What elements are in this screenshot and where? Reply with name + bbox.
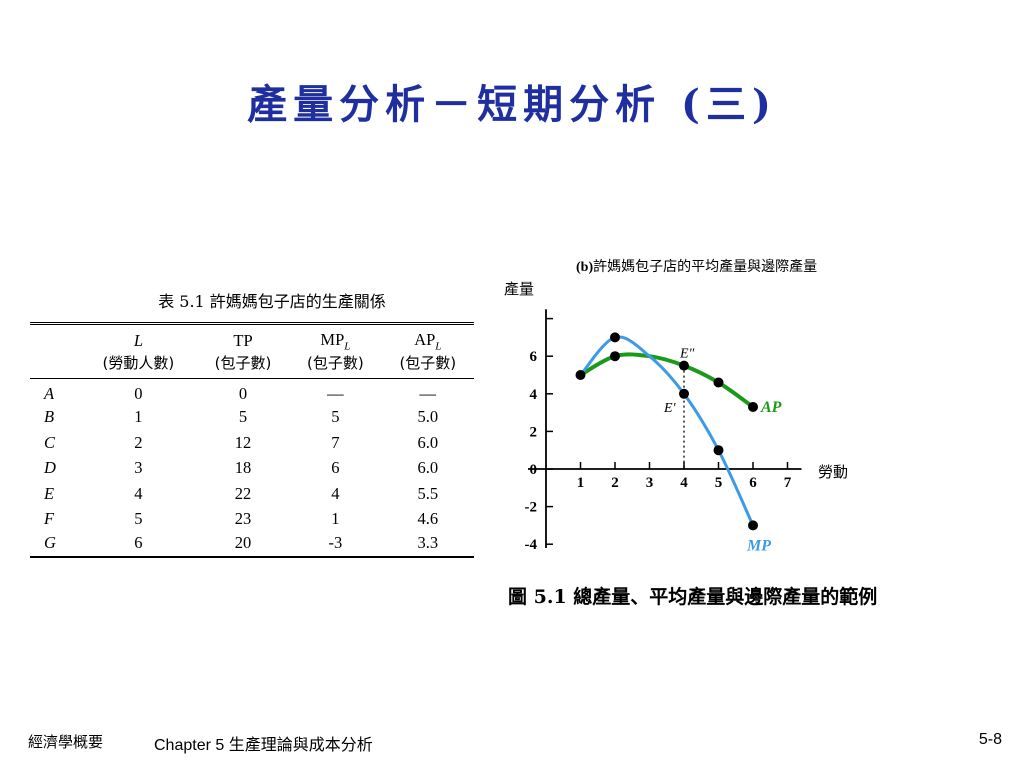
ap-data-point bbox=[575, 370, 586, 380]
table-cell: 3 bbox=[134, 458, 143, 478]
table-cell: 23 bbox=[234, 509, 252, 529]
y-axis-title: 產量 bbox=[504, 280, 535, 298]
table-cell: 6.0 bbox=[417, 432, 439, 452]
table-row: D 3 18 6 6.0 bbox=[30, 455, 474, 481]
row-label: A bbox=[44, 383, 55, 403]
x-axis-title: 勞動 bbox=[818, 463, 849, 481]
table-row: F 5 23 1 4.6 bbox=[30, 506, 474, 532]
footer-course: 經濟學概要 bbox=[28, 733, 104, 751]
chart-title: (b)許媽媽包子店的平均產量與邊際產量 bbox=[576, 259, 818, 275]
table-cell: 6 bbox=[80, 531, 197, 559]
table-cell: 2 bbox=[134, 432, 143, 452]
table-cell: 4.6 bbox=[417, 509, 439, 529]
y-tick-label: 2 bbox=[530, 424, 538, 440]
table-row: A 0 0 — — bbox=[30, 379, 474, 405]
production-table-panel: 表 5.1 許媽媽包子店的生產關係 L TP MPL APL (勞動人數) (包… bbox=[30, 288, 474, 559]
table-cell: 5.0 bbox=[417, 407, 439, 427]
table-cell: — bbox=[419, 383, 437, 403]
production-table: L TP MPL APL (勞動人數) (包子數) (包子數) (包子數) A 0… bbox=[30, 322, 474, 559]
row-label: C bbox=[44, 432, 56, 452]
x-tick-label: 7 bbox=[784, 475, 792, 491]
table-cell: 5 bbox=[238, 407, 248, 427]
chart-plot-area: 6 4 2 0 -2 -4 1 2 3 4 5 6 7 AP MP E″ E′ bbox=[525, 309, 802, 554]
row-label: E bbox=[44, 483, 55, 503]
y-tick-label: 6 bbox=[530, 349, 538, 365]
table-cell: 1 bbox=[134, 407, 143, 427]
row-label: D bbox=[44, 458, 56, 478]
header-ap-unit: (包子數) bbox=[381, 352, 474, 380]
footer-chapter: Chapter 5 生產理論與成本分析 bbox=[154, 737, 373, 754]
table-cell: 18 bbox=[234, 458, 252, 478]
header-tp-unit: (包子數) bbox=[196, 352, 290, 380]
header-mp-unit: (包子數) bbox=[289, 352, 382, 380]
mp-data-point bbox=[610, 332, 620, 343]
table-cell: -3 bbox=[289, 531, 382, 559]
table-cell: 0 bbox=[238, 383, 248, 403]
table-cell: 6 bbox=[331, 458, 340, 478]
x-tick-label: 4 bbox=[680, 475, 688, 491]
table-cell: 4 bbox=[331, 483, 340, 503]
table-cell: 7 bbox=[331, 432, 340, 452]
x-tick-label: 2 bbox=[611, 475, 619, 491]
table-row: B 1 5 5 5.0 bbox=[30, 404, 474, 430]
y-tick-label: 0 bbox=[530, 462, 538, 478]
figure-caption: 圖 5.1 總產量、平均產量與邊際產量的範例 bbox=[508, 586, 878, 608]
footer-page-number: 5-8 bbox=[978, 731, 1002, 748]
header-l-unit: (勞動人數) bbox=[80, 352, 197, 380]
x-tick-label: 6 bbox=[749, 475, 757, 491]
header-mp: MPL bbox=[320, 330, 351, 353]
y-tick-label: -2 bbox=[525, 500, 538, 516]
ap-data-point bbox=[748, 401, 758, 412]
table-cell: 3.3 bbox=[381, 531, 474, 559]
ap-mp-chart: (b)許媽媽包子店的平均產量與邊際產量 產量 勞動 6 4 2 0 -2 -4 1 2 3 4 5 6… bbox=[498, 250, 1008, 570]
header-l: L bbox=[133, 331, 143, 351]
x-tick-label: 3 bbox=[646, 475, 654, 491]
ap-series-line bbox=[579, 352, 755, 409]
x-tick-label: 1 bbox=[577, 475, 585, 491]
header-tp: TP bbox=[233, 331, 253, 351]
table-cell: 12 bbox=[234, 432, 252, 452]
table-cell: 1 bbox=[331, 509, 340, 529]
table-cell: 0 bbox=[134, 383, 143, 403]
table-cell: — bbox=[327, 383, 344, 403]
table-caption: 表 5.1 許媽媽包子店的生產關係 bbox=[158, 292, 386, 311]
table-cell: 5.5 bbox=[417, 483, 439, 503]
table-row: G 6 20 -3 3.3 bbox=[30, 531, 474, 559]
mp-series-line bbox=[579, 335, 755, 527]
table-cell: 4 bbox=[134, 483, 143, 503]
ap-data-point bbox=[713, 377, 724, 388]
y-tick-label: 4 bbox=[530, 387, 538, 403]
table-cell: 5 bbox=[134, 509, 143, 529]
table-cell: 22 bbox=[234, 483, 252, 503]
mp-series-label: MP bbox=[746, 537, 771, 554]
table-row: E 4 22 4 5.5 bbox=[30, 481, 474, 507]
row-label: B bbox=[44, 407, 55, 427]
header-ap: APL bbox=[414, 330, 442, 353]
ap-data-point bbox=[610, 351, 620, 362]
x-tick-label: 5 bbox=[715, 475, 723, 491]
mp-data-point bbox=[713, 445, 724, 456]
page-title: 產量分析－短期分析 (三) bbox=[247, 81, 777, 128]
table-cell: 5 bbox=[331, 407, 340, 427]
ap-series-label: AP bbox=[760, 399, 782, 416]
y-tick-label: -4 bbox=[525, 537, 538, 553]
mp-data-point bbox=[679, 388, 689, 399]
table-row: C 2 12 7 6.0 bbox=[30, 430, 474, 456]
row-label: G bbox=[30, 531, 80, 559]
table-cell: 6.0 bbox=[417, 458, 439, 478]
mp-data-point bbox=[748, 520, 758, 531]
annotation-e-double-prime: E″ bbox=[679, 347, 695, 362]
table-cell: 20 bbox=[196, 531, 290, 559]
annotation-e-prime: E′ bbox=[663, 401, 677, 416]
ap-data-point bbox=[679, 360, 689, 371]
row-label: F bbox=[44, 509, 55, 529]
